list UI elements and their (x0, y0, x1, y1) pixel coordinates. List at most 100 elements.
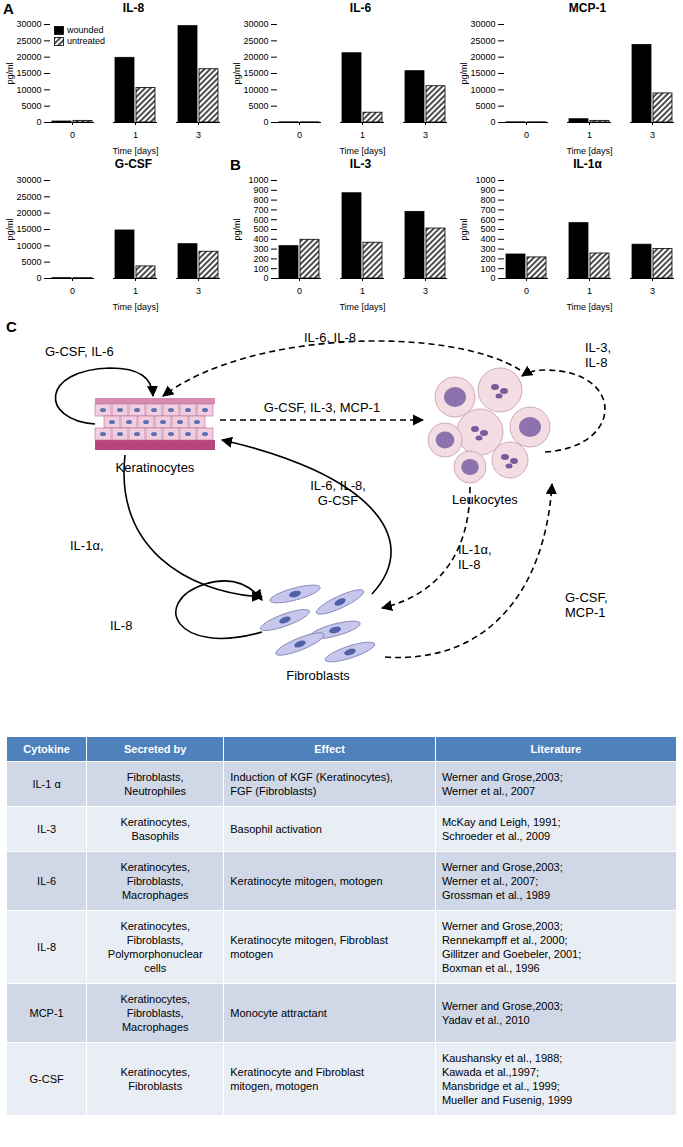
svg-text:15000: 15000 (243, 68, 268, 78)
svg-text:pg/ml: pg/ml (232, 218, 242, 240)
svg-text:700: 700 (253, 205, 268, 215)
svg-text:3: 3 (423, 286, 428, 296)
svg-text:Time [days]: Time [days] (112, 146, 158, 156)
svg-text:Time [days]: Time [days] (339, 146, 385, 156)
svg-text:30000: 30000 (470, 19, 495, 29)
svg-text:3: 3 (196, 130, 201, 140)
svg-text:20000: 20000 (470, 52, 495, 62)
svg-text:10000: 10000 (243, 85, 268, 95)
html-text:IL-3: IL-3 (349, 157, 372, 171)
svg-text:5000: 5000 (21, 257, 41, 267)
svg-text:10000: 10000 (16, 241, 41, 251)
svg-text:200: 200 (480, 254, 495, 264)
svg-text:400: 400 (253, 234, 268, 244)
svg-text:3: 3 (423, 130, 428, 140)
svg-text:Fibroblasts: Fibroblasts (286, 668, 350, 683)
svg-text:pg/ml: pg/ml (232, 62, 242, 84)
svg-text:0: 0 (36, 273, 41, 283)
svg-text:0: 0 (490, 273, 495, 283)
svg-text:25000: 25000 (16, 36, 41, 46)
svg-text:C: C (6, 318, 17, 335)
svg-text:3: 3 (196, 286, 201, 296)
svg-text:30000: 30000 (16, 175, 41, 185)
svg-text:800: 800 (253, 195, 268, 205)
svg-text:200: 200 (253, 254, 268, 264)
html-text:IL-1α: IL-1α (573, 157, 602, 171)
svg-text:15000: 15000 (470, 68, 495, 78)
svg-text:5000: 5000 (248, 101, 268, 111)
svg-text:1: 1 (133, 286, 138, 296)
svg-text:100: 100 (253, 264, 268, 274)
svg-text:500: 500 (253, 224, 268, 234)
svg-text:900: 900 (480, 185, 495, 195)
svg-text:20000: 20000 (16, 208, 41, 218)
svg-text:1: 1 (360, 286, 365, 296)
svg-text:5000: 5000 (21, 101, 41, 111)
svg-text:30000: 30000 (16, 19, 41, 29)
svg-text:pg/ml: pg/ml (459, 218, 469, 240)
svg-text:600: 600 (480, 215, 495, 225)
svg-text:300: 300 (253, 244, 268, 254)
svg-text:0: 0 (263, 273, 268, 283)
svg-text:Leukocytes: Leukocytes (452, 492, 518, 507)
svg-text:700: 700 (480, 205, 495, 215)
html-text:IL-6: IL-6 (349, 1, 372, 15)
svg-text:300: 300 (480, 244, 495, 254)
svg-text:500: 500 (480, 224, 495, 234)
svg-text:G-CSF,MCP-1: G-CSF,MCP-1 (565, 590, 608, 620)
svg-text:100: 100 (480, 264, 495, 274)
svg-text:900: 900 (253, 185, 268, 195)
svg-text:IL-6, IL-8: IL-6, IL-8 (304, 330, 356, 345)
svg-text:15000: 15000 (16, 68, 41, 78)
svg-text:IL-6, IL-8,G-CSF: IL-6, IL-8,G-CSF (310, 478, 366, 508)
svg-text:30000: 30000 (243, 19, 268, 29)
svg-text:25000: 25000 (243, 36, 268, 46)
svg-text:0: 0 (524, 130, 529, 140)
svg-text:1000: 1000 (248, 175, 268, 185)
svg-text:0: 0 (490, 117, 495, 127)
svg-text:10000: 10000 (470, 85, 495, 95)
svg-text:G-CSF, IL-3, MCP-1: G-CSF, IL-3, MCP-1 (264, 400, 380, 415)
svg-text:20000: 20000 (16, 52, 41, 62)
svg-text:3: 3 (650, 286, 655, 296)
svg-text:600: 600 (253, 215, 268, 225)
svg-text:IL-1α,: IL-1α, (70, 538, 104, 553)
svg-text:Time [days]: Time [days] (566, 146, 612, 156)
svg-text:5000: 5000 (475, 101, 495, 111)
svg-text:IL-1α,IL-8: IL-1α,IL-8 (458, 542, 492, 572)
svg-text:pg/ml: pg/ml (5, 218, 15, 240)
svg-text:10000: 10000 (16, 85, 41, 95)
svg-text:Keratinocytes: Keratinocytes (116, 460, 195, 475)
svg-text:1: 1 (587, 286, 592, 296)
html-text:Cytokine: Cytokine (23, 743, 70, 755)
svg-text:pg/ml: pg/ml (5, 62, 15, 84)
svg-text:15000: 15000 (16, 224, 41, 234)
svg-text:0: 0 (263, 117, 268, 127)
svg-text:Time [days]: Time [days] (566, 302, 612, 312)
svg-text:400: 400 (480, 234, 495, 244)
svg-text:20000: 20000 (243, 52, 268, 62)
svg-text:1000: 1000 (475, 175, 495, 185)
svg-text:800: 800 (480, 195, 495, 205)
svg-text:1: 1 (133, 130, 138, 140)
html-text:G-CSF: G-CSF (114, 157, 153, 171)
svg-text:0: 0 (297, 286, 302, 296)
svg-text:25000: 25000 (470, 36, 495, 46)
svg-text:G-CSF, IL-6: G-CSF, IL-6 (45, 344, 114, 359)
svg-text:1: 1 (360, 130, 365, 140)
svg-text:pg/ml: pg/ml (459, 62, 469, 84)
svg-text:IL-3,IL-8: IL-3,IL-8 (585, 340, 611, 370)
svg-text:3: 3 (650, 130, 655, 140)
svg-text:25000: 25000 (16, 192, 41, 202)
svg-text:0: 0 (297, 130, 302, 140)
svg-text:0: 0 (70, 286, 75, 296)
svg-text:0: 0 (70, 130, 75, 140)
html-text:IL-8: IL-8 (122, 1, 145, 15)
html-text:MCP-1: MCP-1 (568, 1, 607, 15)
svg-text:Time [days]: Time [days] (112, 302, 158, 312)
svg-text:IL-8: IL-8 (110, 618, 132, 633)
svg-text:Time [days]: Time [days] (339, 302, 385, 312)
svg-text:0: 0 (36, 117, 41, 127)
svg-text:0: 0 (524, 286, 529, 296)
svg-text:1: 1 (587, 130, 592, 140)
